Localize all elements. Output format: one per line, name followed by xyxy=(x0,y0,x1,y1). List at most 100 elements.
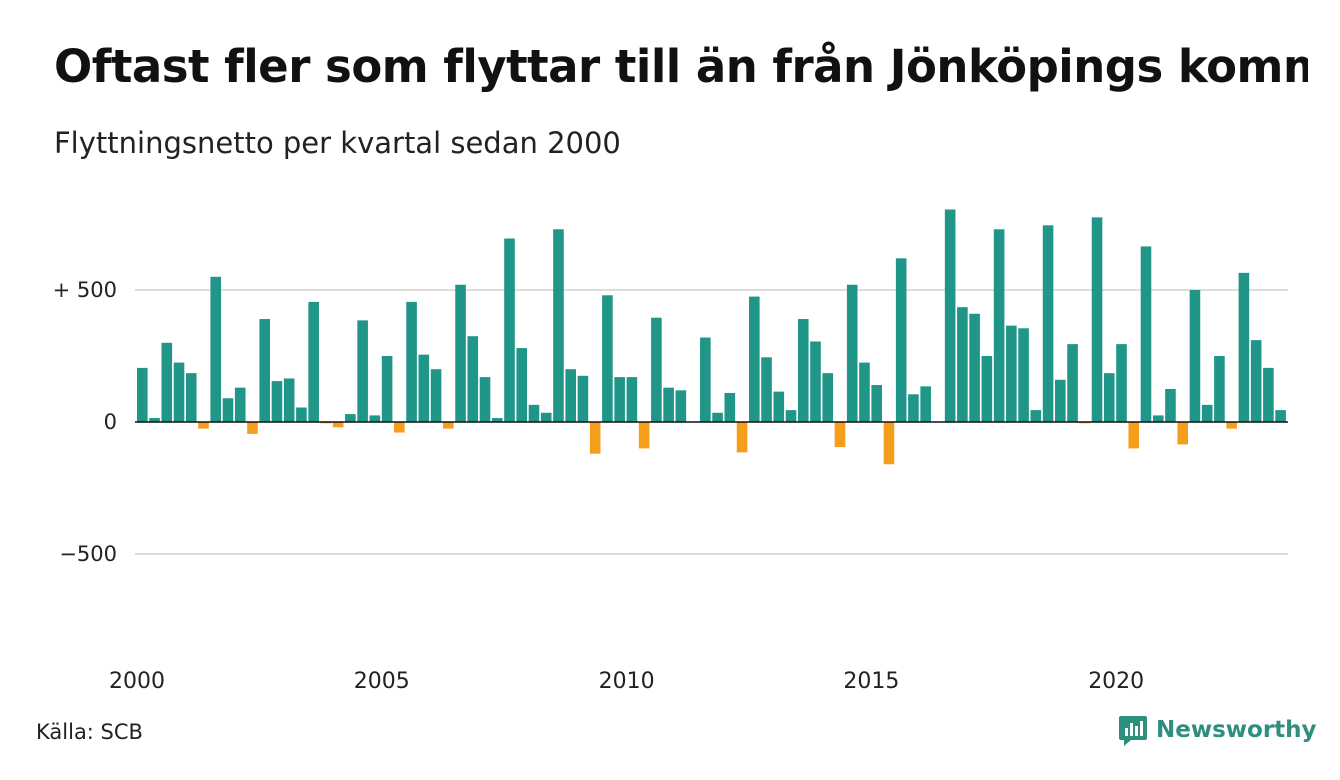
bar xyxy=(345,414,356,422)
brand-logo[interactable]: Newsworthy xyxy=(1118,712,1317,748)
bar xyxy=(577,375,589,422)
bar xyxy=(222,398,234,422)
bar xyxy=(969,313,980,422)
bar xyxy=(565,369,576,422)
bar xyxy=(553,229,564,422)
bar xyxy=(749,296,760,422)
bar xyxy=(1250,340,1262,422)
bar xyxy=(626,377,638,422)
bar xyxy=(957,307,968,422)
bar xyxy=(871,385,882,422)
y-tick-label: 0 xyxy=(104,410,117,434)
bar xyxy=(1018,328,1029,422)
bar xyxy=(1152,415,1164,422)
bar xyxy=(357,320,368,422)
bar xyxy=(834,422,846,448)
bar xyxy=(908,394,919,422)
brand-name: Newsworthy xyxy=(1156,717,1317,743)
bar xyxy=(516,348,528,422)
bar xyxy=(883,422,895,465)
x-tick-label: 2000 xyxy=(109,669,165,694)
x-tick-label: 2015 xyxy=(843,669,899,694)
bar xyxy=(1067,344,1078,422)
bar xyxy=(773,391,785,422)
axes: + 500 0 −500 2000 2005 2010 2015 2020 xyxy=(53,278,1288,694)
bar xyxy=(920,386,931,422)
bar xyxy=(455,284,466,422)
bar xyxy=(173,362,185,422)
bar xyxy=(394,422,405,433)
bar xyxy=(1116,344,1127,422)
newsworthy-logo-icon xyxy=(1119,716,1147,746)
bar xyxy=(491,418,503,422)
bar xyxy=(1275,410,1286,422)
bar xyxy=(1263,367,1274,422)
bar xyxy=(1030,410,1042,422)
bar xyxy=(1055,379,1066,422)
bar xyxy=(1226,422,1237,429)
bar xyxy=(1006,325,1017,422)
bar xyxy=(822,373,834,422)
bar xyxy=(700,337,711,422)
bar xyxy=(259,319,270,422)
bar xyxy=(1165,389,1176,422)
bar xyxy=(981,356,993,422)
bar xyxy=(161,342,173,422)
bar xyxy=(651,317,662,422)
bar xyxy=(724,392,736,422)
bar xyxy=(296,407,307,422)
bar xyxy=(589,422,601,454)
bar xyxy=(712,412,723,422)
bar xyxy=(332,422,344,428)
chart-subtitle: Flyttningsnetto per kvartal sedan 2000 xyxy=(54,126,621,160)
bar xyxy=(846,284,858,422)
bar xyxy=(198,422,209,429)
bar xyxy=(614,377,625,422)
bar xyxy=(369,415,381,422)
bar xyxy=(602,295,613,422)
bar xyxy=(381,356,393,422)
bar xyxy=(234,387,246,422)
x-tick-label: 2020 xyxy=(1088,669,1144,694)
bar xyxy=(1140,246,1152,422)
bar xyxy=(247,422,258,434)
bar xyxy=(1103,373,1115,422)
bar xyxy=(308,301,319,422)
bar xyxy=(540,412,552,422)
bar xyxy=(1091,217,1103,422)
bar xyxy=(430,369,442,422)
bar xyxy=(271,381,283,422)
bars xyxy=(137,209,1286,465)
chart-title: Oftast fler som flyttar till än från Jön… xyxy=(54,40,1308,93)
bar xyxy=(1042,225,1054,422)
bar-chart: + 500 0 −500 2000 2005 2010 2015 2020 xyxy=(53,209,1288,694)
bar xyxy=(406,301,417,422)
y-tick-label: + 500 xyxy=(53,278,117,302)
bar xyxy=(797,319,809,422)
bar xyxy=(895,258,907,422)
y-tick-label: −500 xyxy=(59,542,117,566)
bar xyxy=(761,357,772,422)
bar xyxy=(149,418,160,422)
bar xyxy=(1189,290,1201,422)
bar xyxy=(1214,356,1225,422)
bar xyxy=(467,336,479,422)
bar xyxy=(1177,422,1188,445)
bar xyxy=(944,209,956,422)
bar xyxy=(859,362,870,422)
bar xyxy=(810,341,821,422)
bar xyxy=(1201,404,1213,422)
bar xyxy=(137,367,148,422)
source-note: Källa: SCB xyxy=(36,720,143,744)
bar xyxy=(528,404,540,422)
bar xyxy=(1128,422,1140,449)
bar xyxy=(675,390,687,422)
bar xyxy=(663,387,674,422)
bar xyxy=(210,276,222,422)
bar xyxy=(418,354,430,422)
bar xyxy=(638,422,650,449)
bar xyxy=(479,377,491,422)
bar xyxy=(993,229,1005,422)
bar xyxy=(185,373,197,422)
